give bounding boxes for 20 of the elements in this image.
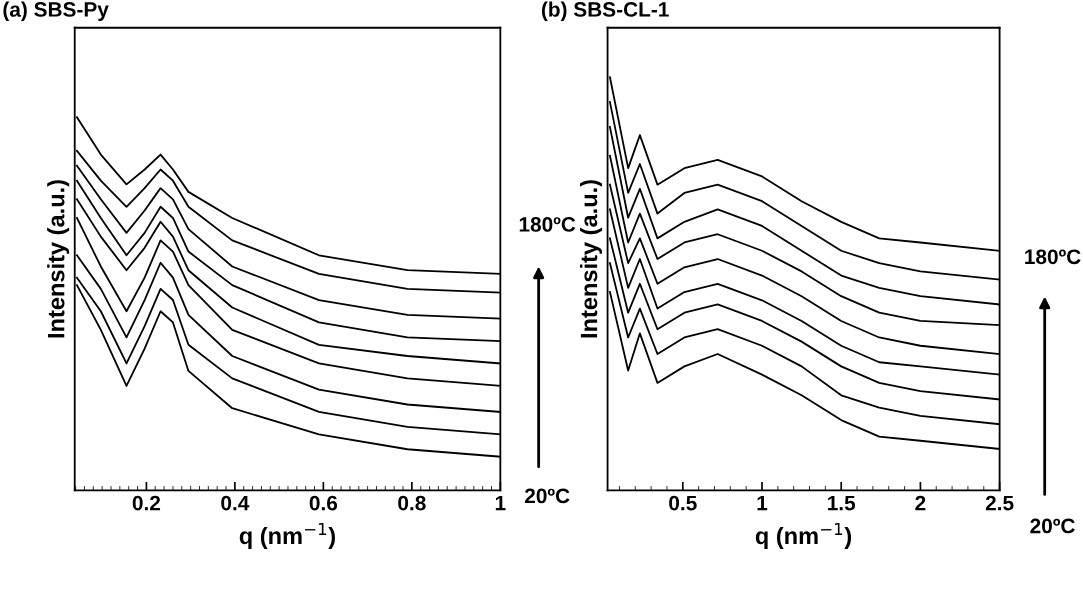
x-tick-label: 2 <box>915 495 926 511</box>
x-tick-label: 0.2 <box>132 495 161 511</box>
x-tick-label: 1 <box>757 495 768 511</box>
x-tick-label: 0.4 <box>221 495 250 511</box>
y-axis-title: Intensity (a.u.) <box>47 180 70 338</box>
x-tick-label: 0.5 <box>669 495 697 511</box>
y-axis-title: Intensity (a.u.) <box>580 180 603 338</box>
x-tick-label: 0.6 <box>309 495 338 511</box>
text: 20ºC <box>1030 518 1075 534</box>
text: 180ºC <box>1025 249 1081 265</box>
x-tick-label: 1 <box>495 495 506 511</box>
x-axis-title: q (nm$^{−1}$) <box>755 522 852 549</box>
x-tick-label: 0.8 <box>398 495 426 511</box>
text: 180ºC <box>519 217 576 232</box>
chart-title: (b) SBS-CL-1 <box>541 1 669 21</box>
x-tick-label: 2.5 <box>985 495 1014 511</box>
text: 20ºC <box>524 488 570 504</box>
x-axis-title: q (nm$^{−1}$) <box>239 522 335 549</box>
chart-title: (a) SBS-Py <box>3 1 109 21</box>
x-tick-label: 1.5 <box>828 495 856 511</box>
